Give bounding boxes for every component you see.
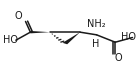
Text: NH₂: NH₂: [87, 19, 105, 29]
Polygon shape: [63, 32, 80, 44]
Polygon shape: [30, 31, 50, 33]
Text: HO: HO: [3, 35, 18, 45]
Text: HO: HO: [121, 31, 136, 42]
Text: O: O: [115, 53, 123, 63]
Text: H: H: [92, 39, 100, 49]
Text: O: O: [15, 11, 22, 21]
